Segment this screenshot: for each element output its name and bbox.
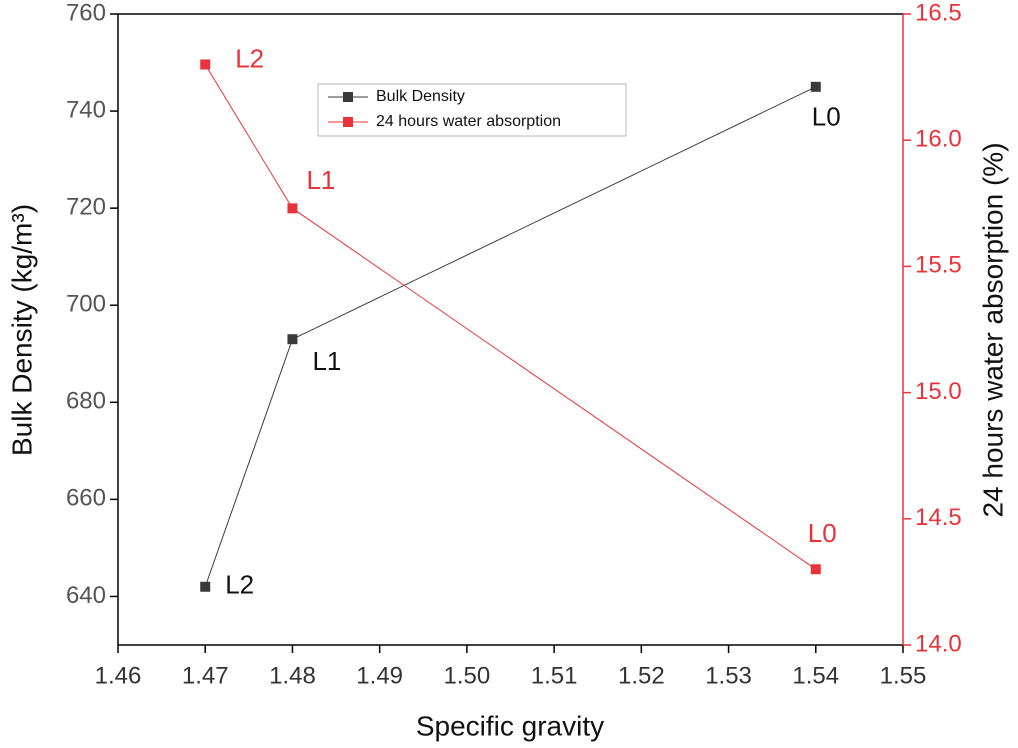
x-tick-label: 1.54	[792, 662, 839, 689]
y-tick-label: 700	[66, 291, 106, 318]
y-tick-label: 760	[66, 0, 106, 26]
legend-label: Bulk Density	[376, 88, 465, 105]
y-tick-label: 720	[66, 193, 106, 220]
marker	[287, 203, 298, 214]
x-tick-label: 1.53	[705, 662, 752, 689]
point-label: L2	[235, 43, 264, 73]
x-tick-label: 1.47	[182, 662, 229, 689]
point-label: L1	[306, 165, 335, 195]
y2-tick-label: 14.5	[915, 504, 962, 531]
x-tick-label: 1.48	[269, 662, 316, 689]
y-tick-label: 640	[66, 582, 106, 609]
series-line	[204, 64, 817, 570]
marker	[287, 334, 298, 345]
y2-tick-label: 16.0	[915, 126, 962, 153]
point-label: L1	[312, 346, 341, 376]
point-label: L0	[812, 102, 841, 132]
x-tick-label: 1.55	[880, 662, 927, 689]
x-axis-title: Specific gravity	[416, 710, 604, 741]
legend-label: 24 hours water absorption	[376, 113, 561, 130]
point-label: L2	[225, 570, 254, 600]
marker	[200, 59, 211, 70]
y2-tick-label: 14.0	[915, 630, 962, 657]
marker	[810, 564, 821, 575]
y2-tick-label: 15.0	[915, 378, 962, 405]
y-tick-label: 740	[66, 96, 106, 123]
x-tick-label: 1.49	[356, 662, 403, 689]
marker	[810, 81, 821, 92]
legend-marker	[343, 117, 353, 127]
y-axis-title: Bulk Density (kg/m³)	[6, 204, 37, 456]
x-tick-label: 1.46	[95, 662, 142, 689]
y2-axis-title: 24 hours water absorption (%)	[977, 142, 1008, 517]
x-tick-label: 1.50	[444, 662, 491, 689]
legend-box	[317, 83, 627, 137]
y-tick-label: 680	[66, 388, 106, 415]
legend-marker	[343, 92, 353, 102]
point-label: L0	[808, 518, 837, 548]
marker	[200, 581, 211, 592]
y-tick-label: 660	[66, 485, 106, 512]
x-tick-label: 1.51	[531, 662, 578, 689]
x-tick-label: 1.52	[618, 662, 665, 689]
y2-tick-label: 16.5	[915, 0, 962, 26]
y2-tick-label: 15.5	[915, 252, 962, 279]
